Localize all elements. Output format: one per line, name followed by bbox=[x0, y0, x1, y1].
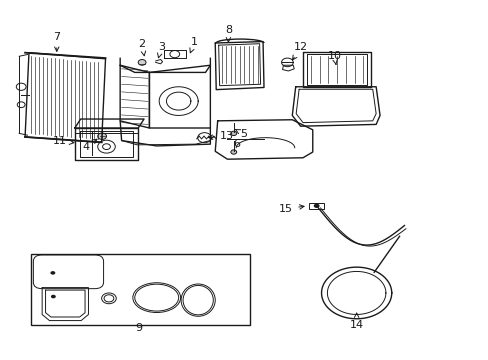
Text: 4: 4 bbox=[82, 139, 97, 152]
Text: 2: 2 bbox=[138, 40, 145, 56]
Circle shape bbox=[230, 131, 236, 135]
Circle shape bbox=[230, 150, 236, 154]
Text: 6: 6 bbox=[233, 139, 240, 149]
Text: 8: 8 bbox=[224, 25, 231, 42]
Circle shape bbox=[51, 295, 56, 298]
Text: 1: 1 bbox=[189, 37, 198, 53]
Circle shape bbox=[50, 271, 55, 275]
Bar bbox=[309, 203, 324, 209]
Text: 3: 3 bbox=[157, 42, 165, 58]
Text: 5: 5 bbox=[235, 129, 247, 139]
Circle shape bbox=[313, 204, 319, 208]
Circle shape bbox=[98, 133, 106, 139]
Text: 13: 13 bbox=[208, 131, 234, 141]
Text: 14: 14 bbox=[349, 313, 363, 330]
Text: 15: 15 bbox=[279, 204, 304, 214]
Text: 12: 12 bbox=[292, 42, 307, 60]
Bar bbox=[31, 253, 250, 325]
Text: 11: 11 bbox=[53, 136, 74, 146]
Text: 9: 9 bbox=[135, 324, 142, 333]
Text: 7: 7 bbox=[53, 32, 60, 51]
Circle shape bbox=[138, 59, 146, 65]
Text: 10: 10 bbox=[327, 51, 341, 64]
